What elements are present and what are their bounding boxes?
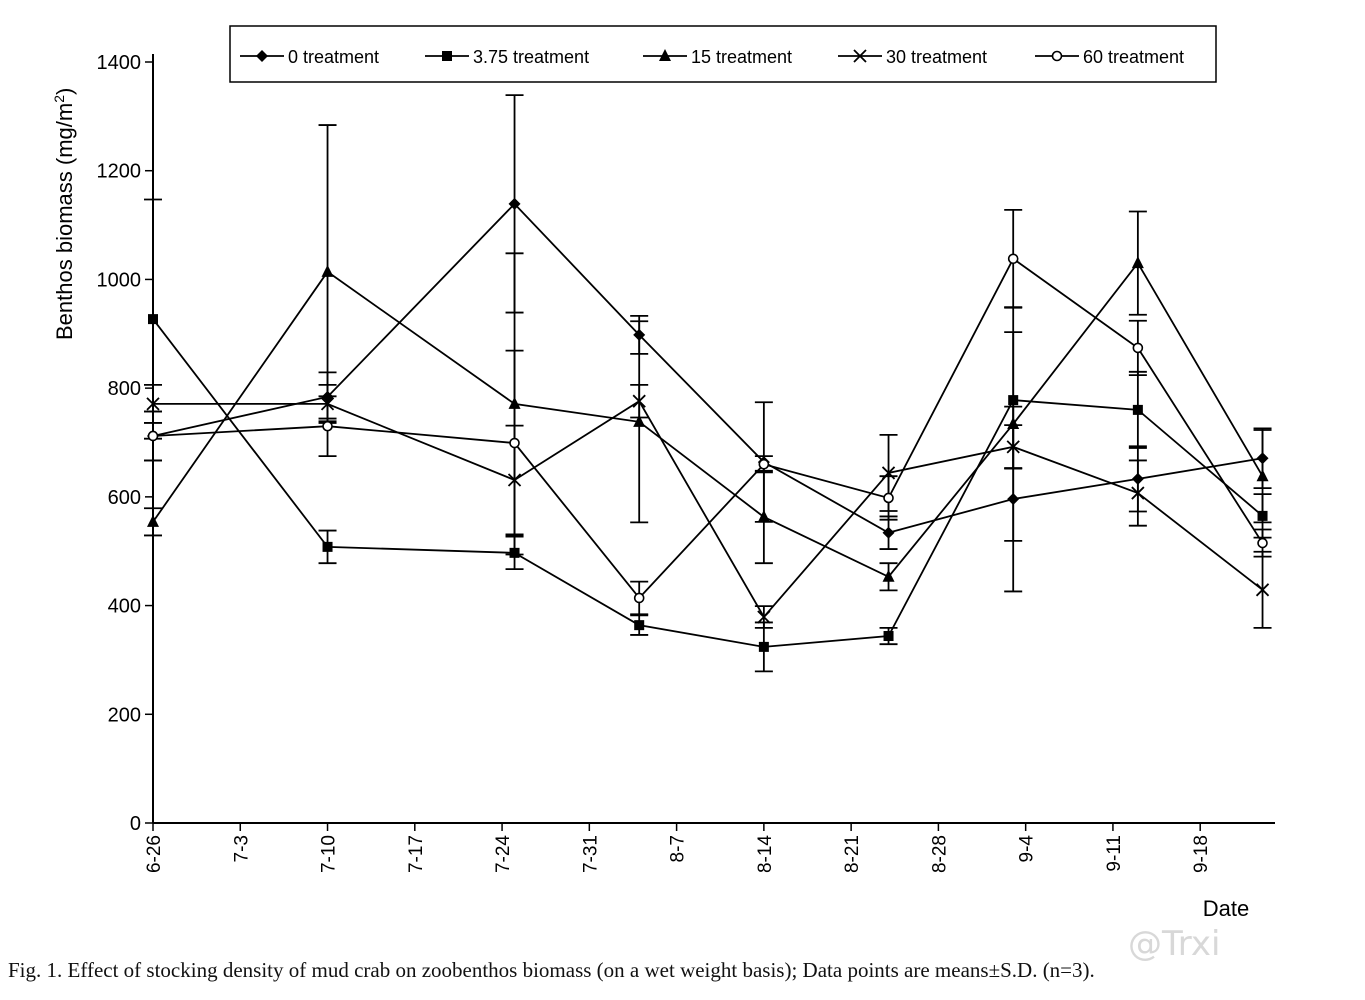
series-2 bbox=[144, 124, 1272, 592]
watermark: @Trxi bbox=[1128, 924, 1221, 964]
y-tick-label: 800 bbox=[108, 378, 141, 400]
figure-caption: Fig. 1. Effect of stocking density of mu… bbox=[8, 958, 1095, 982]
circle-marker bbox=[883, 492, 894, 504]
square-marker bbox=[1132, 404, 1143, 415]
square-marker bbox=[883, 631, 894, 642]
series-line bbox=[152, 257, 1264, 600]
square-marker bbox=[322, 541, 333, 552]
circle-marker bbox=[1257, 537, 1268, 549]
y-tick-label: 400 bbox=[108, 596, 141, 618]
y-tick-label: 1000 bbox=[97, 269, 142, 291]
circle-marker bbox=[1132, 342, 1144, 354]
square-marker bbox=[634, 620, 645, 631]
series-line bbox=[152, 318, 1264, 648]
series-1 bbox=[144, 198, 1272, 673]
x-axis-label: Date bbox=[1203, 896, 1249, 921]
x-tick-label: 7-17 bbox=[406, 835, 427, 873]
triangle-marker bbox=[1256, 469, 1269, 482]
y-tick-label: 0 bbox=[130, 813, 141, 835]
y-tick-label: 1400 bbox=[97, 52, 142, 74]
circle-marker bbox=[322, 420, 333, 432]
x-marker bbox=[853, 49, 867, 63]
series-4 bbox=[144, 208, 1272, 616]
x-tick-label: 8-28 bbox=[929, 835, 950, 873]
x-marker bbox=[1255, 583, 1270, 597]
x-tick-label: 7-3 bbox=[231, 835, 252, 862]
x-tick-label: 9-18 bbox=[1191, 835, 1212, 873]
triangle-marker bbox=[1007, 417, 1020, 430]
diamond-marker bbox=[508, 197, 521, 210]
triangle-marker bbox=[633, 414, 646, 427]
legend-label: 60 treatment bbox=[1083, 47, 1184, 67]
x-tick-label: 8-14 bbox=[755, 835, 776, 873]
diamond-marker bbox=[882, 526, 895, 539]
y-tick-label: 200 bbox=[108, 704, 141, 726]
triangle-marker bbox=[659, 49, 671, 61]
legend-box bbox=[229, 25, 1217, 83]
circle-marker bbox=[758, 458, 770, 470]
x-tick-label: 7-24 bbox=[493, 835, 514, 873]
x-marker bbox=[757, 610, 771, 624]
x-tick-label: 9-11 bbox=[1104, 835, 1125, 872]
x-marker bbox=[1006, 440, 1020, 454]
series-line bbox=[152, 202, 1263, 534]
circle-marker bbox=[509, 437, 520, 449]
legend: 0 treatment 3.75 treatment 15 treatment 30 … bbox=[229, 25, 1217, 83]
legend-label: 3.75 treatment bbox=[473, 47, 589, 67]
y-axis-label: Benthos biomass (mg/m2) bbox=[51, 88, 77, 340]
x-marker bbox=[146, 397, 160, 411]
diamond-marker bbox=[256, 50, 268, 62]
triangle-marker bbox=[882, 569, 895, 582]
x-marker bbox=[1131, 486, 1145, 500]
y-tick-label: 600 bbox=[108, 487, 141, 509]
triangle-marker bbox=[1131, 256, 1144, 269]
square-marker bbox=[442, 51, 452, 61]
circle-marker bbox=[1007, 253, 1019, 265]
x-tick-label: 9-4 bbox=[1017, 835, 1038, 863]
square-marker bbox=[758, 641, 769, 652]
series-0 bbox=[144, 94, 1272, 593]
legend-label: 0 treatment bbox=[288, 47, 379, 67]
circle-marker bbox=[147, 430, 159, 442]
circle-marker bbox=[633, 592, 645, 604]
legend-label: 30 treatment bbox=[886, 47, 987, 67]
x-tick-label: 8-21 bbox=[842, 835, 863, 873]
series-3 bbox=[144, 383, 1272, 629]
triangle-marker bbox=[321, 264, 334, 277]
x-tick-label: 7-10 bbox=[319, 835, 340, 873]
x-tick-label: 6-26 bbox=[144, 835, 165, 873]
circle-marker bbox=[1051, 50, 1063, 62]
y-tick-label: 1200 bbox=[97, 161, 142, 183]
legend-label: 15 treatment bbox=[691, 47, 792, 67]
triangle-marker bbox=[757, 509, 770, 522]
triangle-marker bbox=[147, 514, 159, 527]
x-marker bbox=[632, 394, 646, 408]
x-tick-label: 7-31 bbox=[580, 835, 601, 873]
x-tick-label: 8-7 bbox=[668, 835, 689, 862]
series-line bbox=[153, 399, 1264, 619]
square-marker bbox=[148, 314, 158, 325]
